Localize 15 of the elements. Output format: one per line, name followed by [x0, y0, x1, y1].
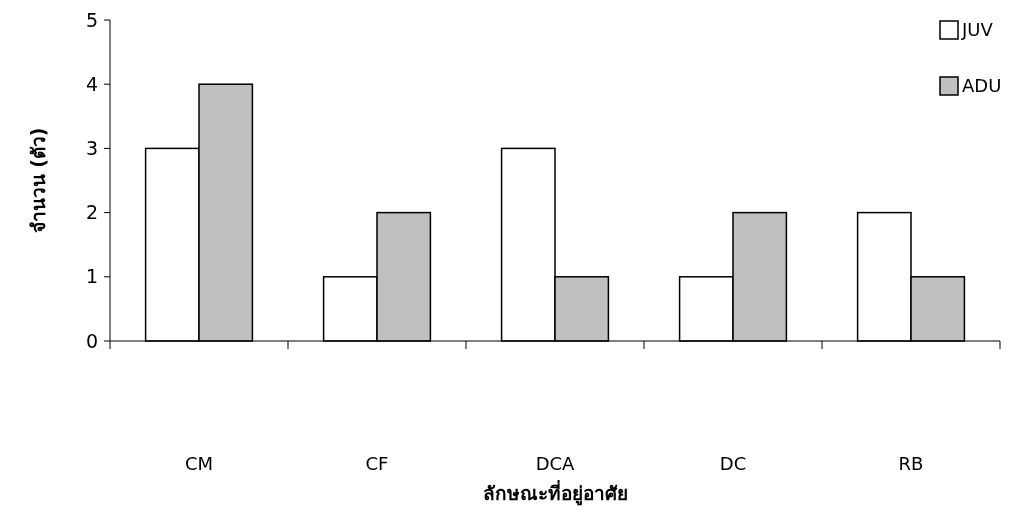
x-tick-label: CF — [365, 453, 389, 474]
y-tick-label: 4 — [85, 72, 98, 95]
y-tick-label: 0 — [85, 329, 98, 352]
x-tick-label: DCA — [535, 453, 576, 474]
x-axis-title: ลักษณะที่อยู่อาศัย — [482, 480, 628, 506]
y-tick-label: 5 — [85, 8, 98, 31]
x-tick-label: RB — [898, 453, 924, 474]
x-tick-label: CM — [184, 453, 214, 474]
legend-label: JUV — [961, 19, 994, 41]
y-tick-label: 2 — [85, 201, 98, 224]
x-tick-label: DC — [719, 453, 747, 474]
y-tick-label: 1 — [85, 265, 98, 288]
y-tick-label: 3 — [85, 137, 98, 160]
y-axis-title: จำนวน (ตัว) — [27, 127, 49, 234]
legend-label: ADU — [962, 75, 1002, 97]
